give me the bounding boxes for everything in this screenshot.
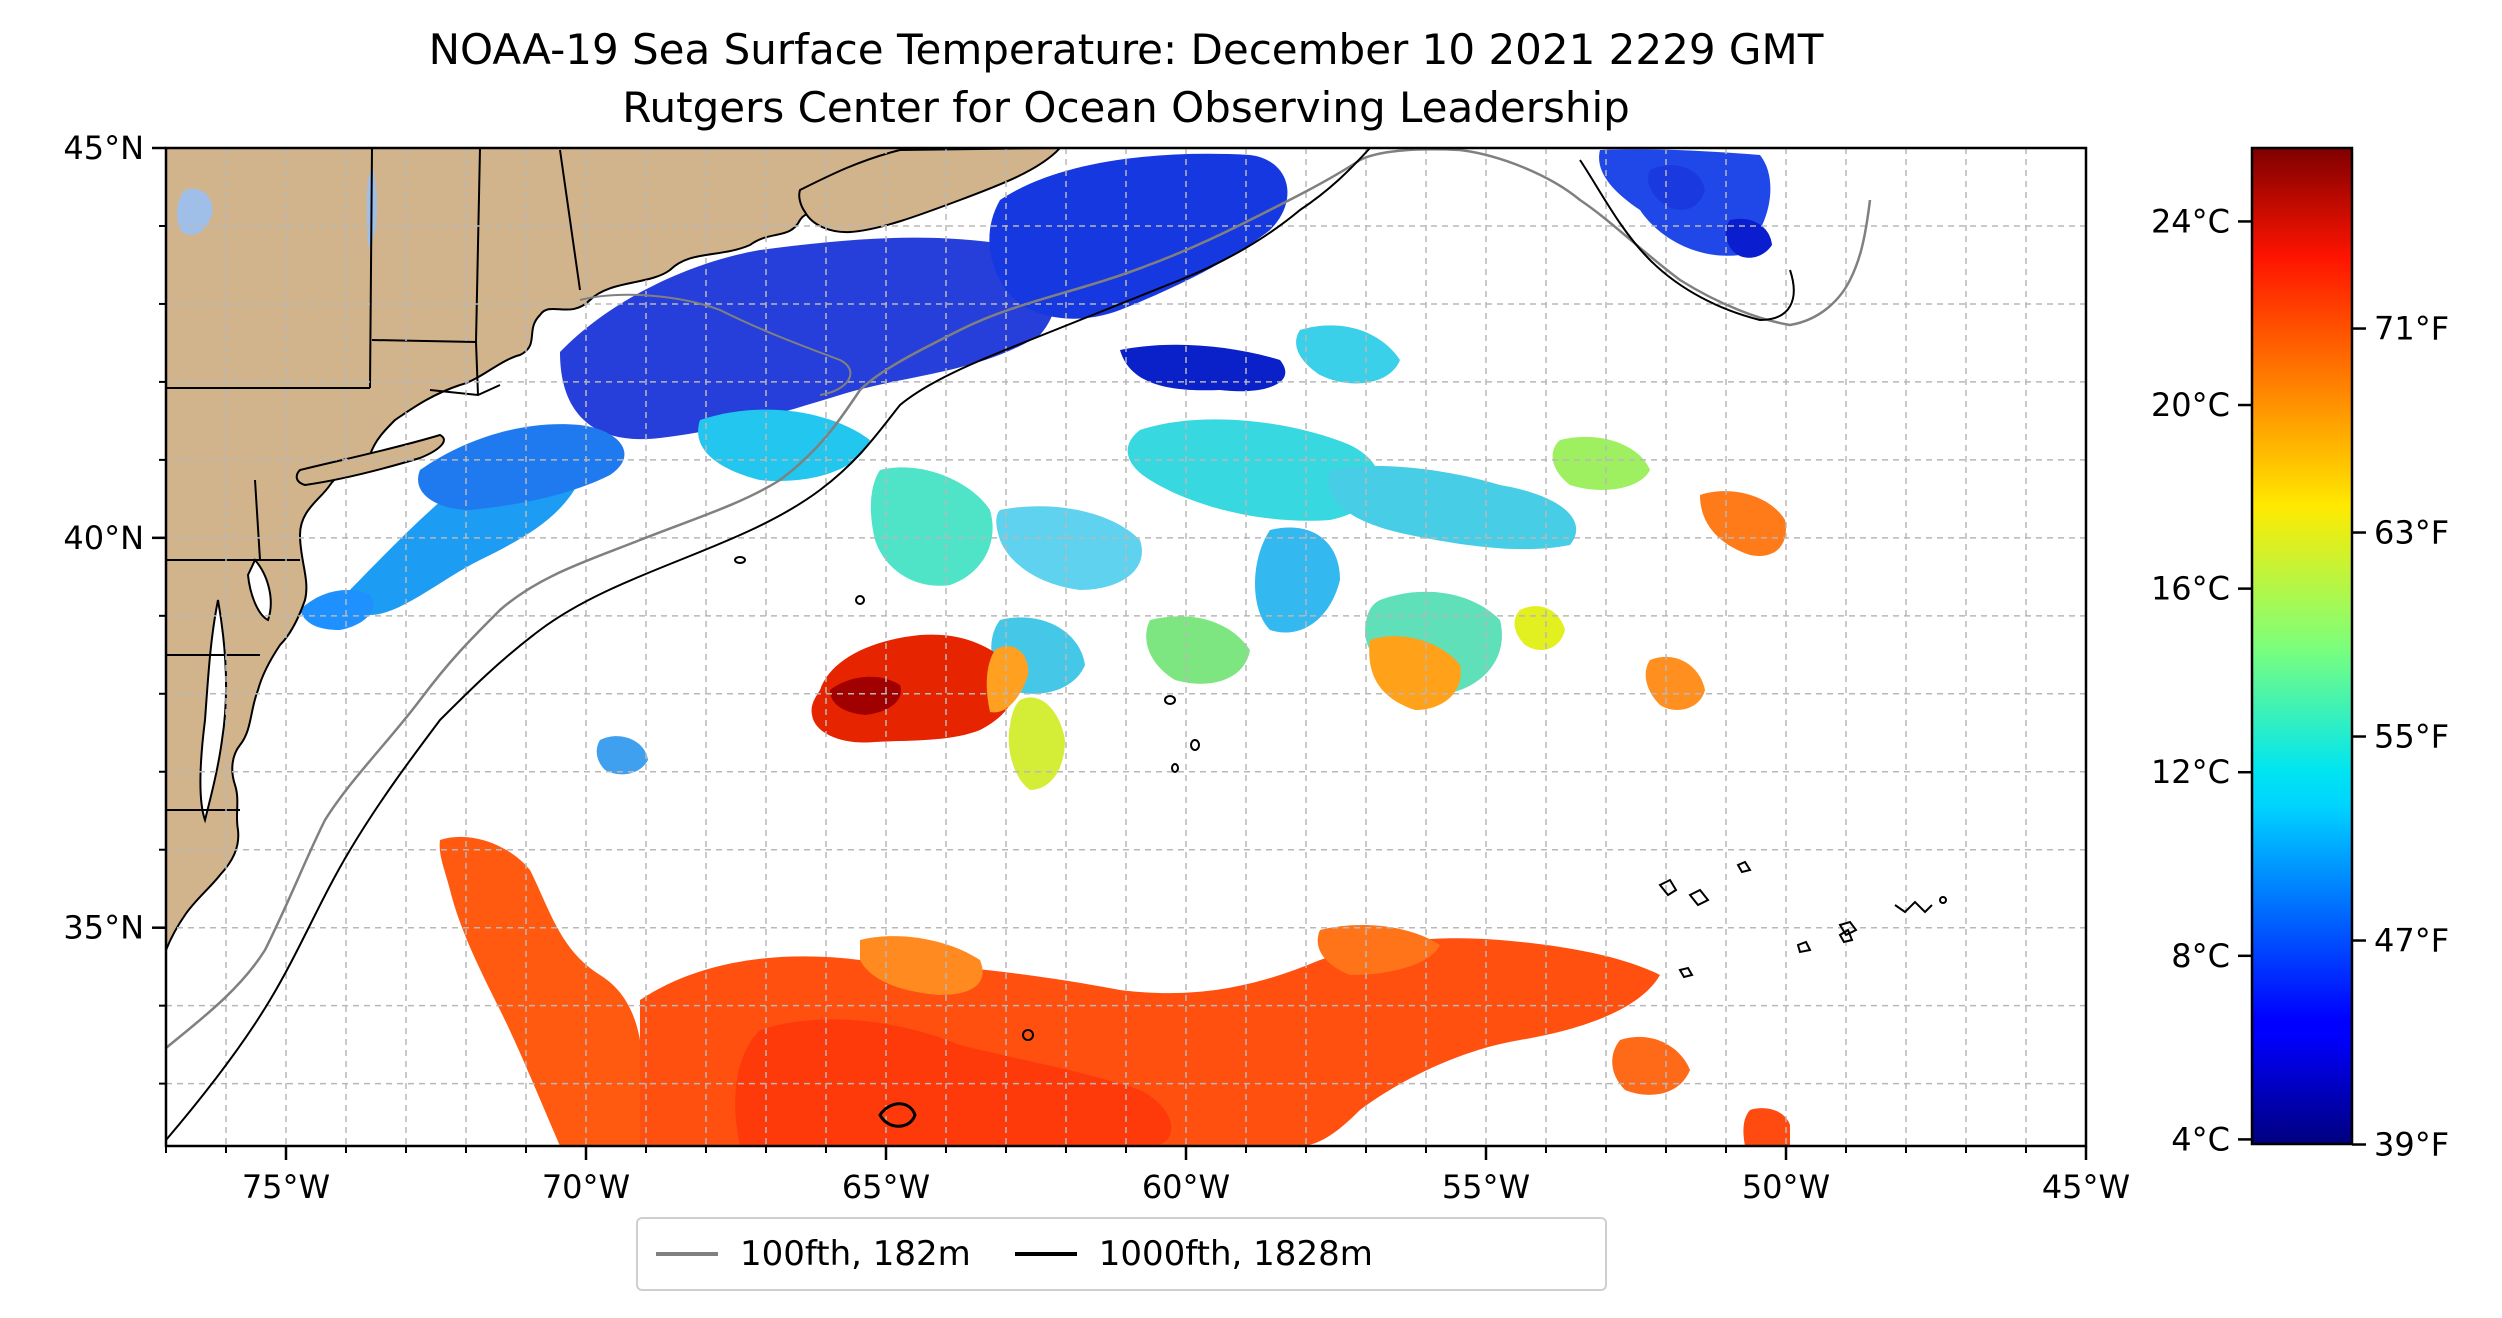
sst-cyan-mid-3 bbox=[1328, 465, 1577, 550]
sst-warm-core-center bbox=[830, 676, 901, 715]
y-tick-label: 40°N bbox=[63, 519, 144, 557]
sst-cyan-mid-2 bbox=[996, 506, 1142, 590]
sst-shelf-ri-ma bbox=[418, 424, 625, 510]
colorbar-f-label: 63°F bbox=[2374, 514, 2449, 552]
colorbar-celsius-ticks: 4°C 8°C 12°C 16°C 20°C 24°C bbox=[2151, 202, 2252, 1158]
sst-cyan-mid-5 bbox=[1146, 616, 1250, 684]
figure-subtitle: Rutgers Center for Ocean Observing Leade… bbox=[622, 83, 1630, 132]
sst-orange-east-patch bbox=[1700, 491, 1786, 556]
sst-shelf-midatlantic bbox=[300, 590, 374, 630]
legend-line-gray bbox=[656, 1252, 718, 1256]
colorbar-c-label: 12°C bbox=[2151, 753, 2230, 791]
contour-100fth-gulf-ring bbox=[579, 293, 852, 396]
sst-cold-scotian-shelf bbox=[989, 153, 1288, 319]
colorbar-f-label: 55°F bbox=[2374, 718, 2449, 756]
land-nova-scotia bbox=[798, 148, 1062, 234]
graticule bbox=[166, 148, 2086, 1146]
sst-cyan-slope-3 bbox=[1296, 325, 1400, 384]
colorbar bbox=[2250, 146, 2354, 1146]
colorbar-c-label: 8°C bbox=[2171, 937, 2230, 975]
colorbar-c-label: 20°C bbox=[2151, 386, 2230, 424]
sst-south-band-north-edge bbox=[860, 936, 983, 995]
sst-south-band-west bbox=[439, 836, 644, 1146]
lake-west bbox=[177, 188, 213, 235]
sst-yellow-filament bbox=[1008, 697, 1065, 790]
sst-cyan-slope-2 bbox=[1127, 419, 1379, 521]
sst-south-band-warm bbox=[735, 1019, 1172, 1146]
contour-1000fth bbox=[166, 148, 1371, 1141]
colorbar-c-label: 16°C bbox=[2151, 570, 2230, 608]
x-tick-label: 65°W bbox=[842, 1168, 930, 1206]
legend-line-black bbox=[1014, 1252, 1077, 1256]
sst-orange-mid-patch-2 bbox=[1645, 656, 1705, 710]
legend-item-100fth: 100fth, 182m bbox=[656, 1234, 971, 1274]
sst-south-band-mid bbox=[1317, 925, 1440, 975]
x-tick-label: 55°W bbox=[1442, 1168, 1530, 1206]
sst-cold-gulf-of-maine bbox=[560, 237, 1057, 440]
contour-legend: 100fth, 182m 1000fth, 1828m bbox=[636, 1217, 1607, 1291]
contour-1000fth-grand-banks bbox=[1579, 159, 1795, 322]
legend-label-100fth: 100fth, 182m bbox=[740, 1234, 971, 1274]
sst-cold-east-strip bbox=[1120, 344, 1286, 392]
y-tick-label: 35°N bbox=[63, 909, 144, 947]
x-axis-ticks: 75°W 70°W 65°W 60°W 55°W 50°W 45°W bbox=[165, 1146, 2130, 1206]
land-northeast-us bbox=[166, 148, 1031, 951]
sst-south-edge-east bbox=[1743, 1108, 1790, 1146]
sst-warm-core-ring bbox=[811, 634, 1016, 743]
x-tick-label: 60°W bbox=[1142, 1168, 1230, 1206]
sst-cyan-speck-west bbox=[596, 736, 648, 775]
colorbar-f-label: 47°F bbox=[2374, 922, 2449, 960]
sst-cyan-mid-4 bbox=[1255, 527, 1340, 633]
y-axis-ticks: 45°N 40°N 35°N bbox=[63, 129, 166, 1085]
colorbar-c-label: 24°C bbox=[2151, 202, 2230, 240]
legend-label-1000fth: 1000fth, 1828m bbox=[1098, 1234, 1373, 1274]
sst-warm-ring-edge bbox=[986, 646, 1029, 713]
x-tick-label: 75°W bbox=[242, 1168, 330, 1206]
sst-green-east-1 bbox=[1552, 436, 1650, 490]
state-boundaries bbox=[166, 148, 581, 811]
colorbar-f-label: 71°F bbox=[2374, 310, 2449, 348]
x-tick-label: 45°W bbox=[2042, 1168, 2130, 1206]
x-tick-label: 50°W bbox=[1742, 1168, 1830, 1206]
colorbar-c-label: 4°C bbox=[2171, 1120, 2230, 1158]
sst-cold-north-east-2 bbox=[1725, 218, 1772, 258]
colorbar-fahrenheit-ticks: 39°F 47°F 55°F 63°F 71°F bbox=[2352, 310, 2449, 1164]
sst-south-east bbox=[1612, 1036, 1690, 1095]
delaware-bay bbox=[246, 558, 272, 622]
contour-100fth bbox=[166, 148, 1872, 1049]
colorbar-f-label: 39°F bbox=[2374, 1126, 2449, 1164]
sst-yellow-1 bbox=[1514, 606, 1565, 650]
legend-item-1000fth: 1000fth, 1828m bbox=[1014, 1234, 1373, 1274]
y-tick-label: 45°N bbox=[63, 129, 144, 167]
sst-cyan-mid-1 bbox=[870, 467, 993, 586]
figure-title: NOAA-19 Sea Surface Temperature: Decembe… bbox=[428, 25, 1824, 74]
sst-field bbox=[300, 149, 1790, 1146]
sst-cold-north-east bbox=[1648, 165, 1705, 210]
sst-orange-mid-patch bbox=[1369, 636, 1461, 710]
x-tick-label: 70°W bbox=[542, 1168, 630, 1206]
map-area bbox=[166, 148, 2086, 1146]
sst-cyan-slope-1 bbox=[698, 409, 870, 481]
long-island bbox=[295, 433, 445, 487]
seamounts bbox=[734, 556, 1947, 1128]
